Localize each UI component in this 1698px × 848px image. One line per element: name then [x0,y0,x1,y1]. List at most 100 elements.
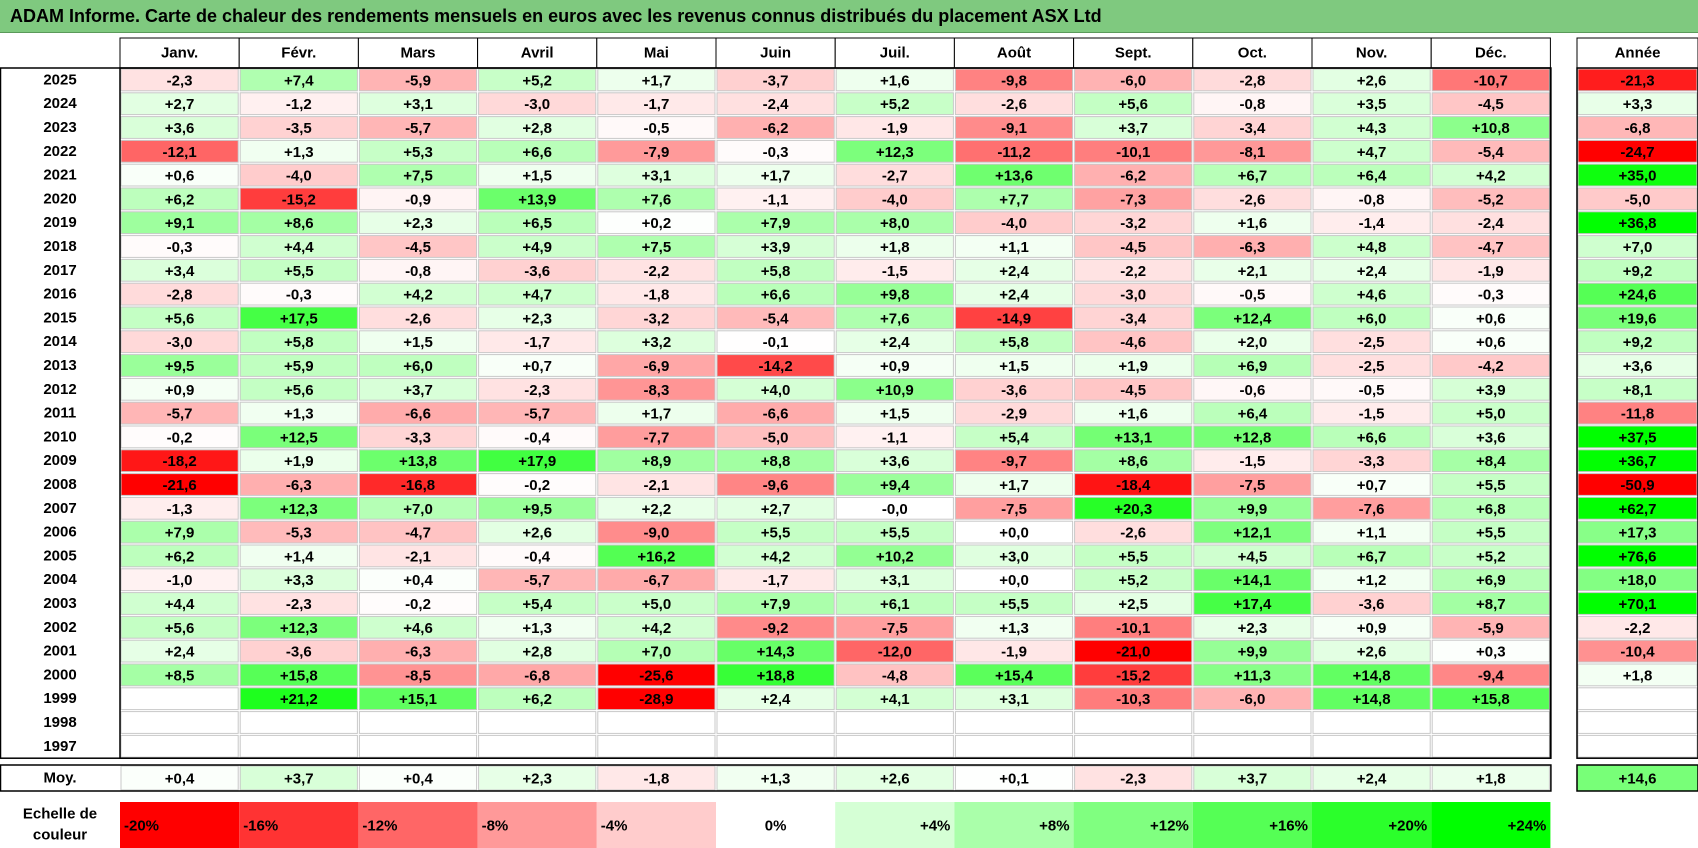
heatmap-cell [954,282,1074,306]
heatmap-cell-value: +10,8 [1472,120,1510,137]
heatmap-cell-value: +1,4 [284,548,314,565]
heatmap-cell [358,401,478,425]
heatmap-cell [239,711,358,734]
heatmap-cell [716,258,835,282]
heatmap-cell-value: +1,1 [1357,525,1387,542]
annual-cell [1577,116,1698,139]
heatmap-cell-value: -1,7 [763,572,789,589]
color-scale-step-label: -12% [362,818,397,835]
average-cell [478,765,597,791]
heatmap-cell [1312,235,1431,258]
heatmap-cell-value: -1,5 [1239,453,1265,470]
color-scale-swatch [1312,802,1432,848]
average-cell [1193,765,1312,791]
heatmap-cell-value: -5,2 [1478,191,1504,208]
heatmap-cell-value: -10,1 [1116,144,1150,161]
heatmap-cell [1193,401,1312,425]
heatmap-cell-value: -2,5 [1359,358,1385,375]
heatmap-cell-value: -7,6 [1359,501,1385,518]
heatmap-cell [1074,544,1193,568]
heatmap-cell [597,520,716,544]
heatmap-cell [835,473,954,496]
heatmap-cell-value: +9,5 [522,501,552,518]
color-scale-swatch [239,802,359,848]
heatmap-cell-value: -1,5 [1359,406,1385,423]
heatmap-cell [478,496,597,520]
row-year-label: 2016 [43,286,76,303]
heatmap-cell [597,306,716,330]
heatmap-cell-value: -7,3 [1120,191,1146,208]
average-cell [716,765,835,791]
heatmap-cell [1431,330,1550,354]
annual-cell [1577,639,1698,663]
heatmap-cell [716,568,835,592]
heatmap-cell-value: +4,7 [1357,144,1387,161]
heatmap-cell [1074,187,1193,211]
row-year-label: 2012 [43,381,76,398]
heatmap-cell-value: -3,6 [286,644,312,661]
heatmap-cell-value: +1,5 [522,168,552,185]
heatmap-cell-value: -28,9 [639,691,673,708]
column-header-cell [834,37,955,69]
heatmap-cell-value: -0,9 [405,191,431,208]
heatmap-cell [1312,734,1431,758]
heatmap-cell [478,473,597,496]
heatmap-cell-value: -2,4 [1478,215,1505,232]
heatmap-cell-value: -2,2 [643,263,669,280]
heatmap-cell [478,639,597,663]
heatmap-cell-value: +17,5 [280,310,318,327]
color-scale-step-label: +16% [1269,818,1308,835]
average-cell-value: +0,4 [165,771,195,788]
heatmap-cell [478,258,597,282]
heatmap-cell-value: -7,7 [643,429,669,446]
heatmap-cell-value: -18,2 [162,453,196,470]
heatmap-cell-value: -7,5 [1001,501,1027,518]
heatmap-cell [1193,187,1312,211]
annual-cell-value: +9,2 [1623,334,1653,351]
heatmap-cell-value: -1,9 [1001,644,1027,661]
heatmap-cell [120,663,239,687]
heatmap-cell [1074,306,1193,330]
heatmap-cell-value: +4,7 [522,287,552,304]
color-scale-step-label: +4% [920,818,950,835]
heatmap-cell-value: +6,2 [522,691,552,708]
heatmap-cell [716,401,835,425]
heatmap-cell [478,377,597,401]
heatmap-cell [358,235,478,258]
heatmap-cell [597,139,716,163]
heatmap-cell [716,711,835,734]
heatmap-cell [239,187,358,211]
heatmap-cell-value: -3,6 [1359,596,1385,613]
heatmap-cell [358,734,478,758]
annual-cell-value: +62,7 [1619,501,1657,518]
heatmap-cell [1193,258,1312,282]
heatmap-cell-value: +8,0 [880,215,910,232]
heatmap-cell [597,473,716,496]
color-scale-swatch [716,802,836,848]
heatmap-cell-value: -16,8 [401,477,435,494]
heatmap-cell [835,425,954,449]
heatmap-cell-value: -3,7 [763,72,789,89]
heatmap-cell [597,687,716,711]
row-year-label: 2003 [43,595,76,612]
heatmap-cell [358,354,478,377]
heatmap-cell [1074,258,1193,282]
heatmap-cell [1431,496,1550,520]
heatmap-cell [954,639,1074,663]
heatmap-cell-value: +12,3 [280,620,318,637]
heatmap-cell [1193,615,1312,639]
heatmap-cell [716,330,835,354]
heatmap-cell [1431,544,1550,568]
heatmap-cell [1312,282,1431,306]
heatmap-cell [716,211,835,235]
heatmap-cell [597,187,716,211]
heatmap-cell-value: -0,2 [524,477,550,494]
annual-cell [1577,687,1698,711]
row-year-label: 2025 [43,71,76,88]
heatmap-cell-value: +2,6 [522,525,552,542]
heatmap-cell [954,139,1074,163]
heatmap-cell [835,544,954,568]
annual-cell-value: -2,2 [1625,620,1651,637]
heatmap-cell-value: -4,5 [1120,239,1146,256]
heatmap-cell-value: +1,3 [999,620,1029,637]
